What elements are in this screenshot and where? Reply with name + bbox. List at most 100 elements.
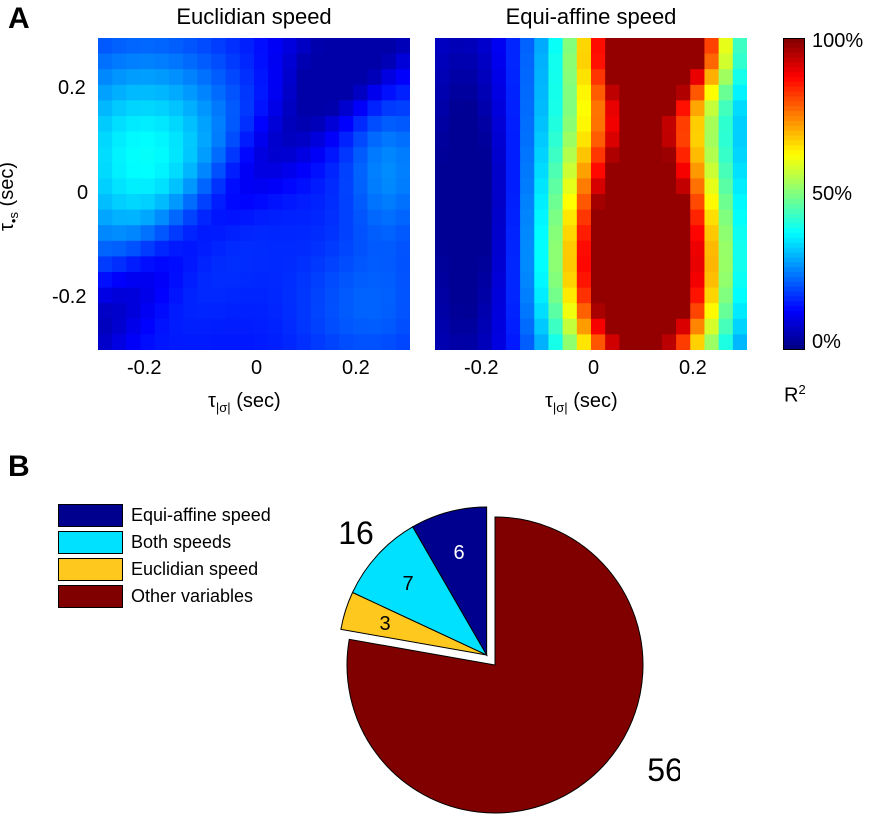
colorbar-segment xyxy=(783,159,805,166)
heatmap-cell xyxy=(254,334,269,350)
colorbar-segment xyxy=(783,262,805,268)
heatmap-cell xyxy=(704,131,720,148)
heatmap-cell xyxy=(367,272,383,289)
heatmap-cell xyxy=(690,287,706,304)
heatmap-cell xyxy=(633,209,649,226)
heatmap-cell xyxy=(605,69,620,86)
heatmap-cell xyxy=(690,147,706,164)
heatmap-cell xyxy=(98,303,113,320)
heatmap-cell xyxy=(211,287,227,304)
panel-letter-b: B xyxy=(8,450,30,483)
heatmap-cell xyxy=(548,38,564,55)
x-tick-right-neg0.2: -0.2 xyxy=(464,357,499,379)
heatmap-cell xyxy=(633,225,649,242)
heatmap-cell xyxy=(633,38,649,55)
heatmap-cell xyxy=(591,272,606,289)
heatmap-cell xyxy=(463,194,479,211)
heatmap-cell xyxy=(676,272,691,289)
heatmap-cell xyxy=(633,334,649,350)
heatmap-cell xyxy=(154,84,170,101)
heatmap-cell xyxy=(647,194,663,211)
heatmap-cell xyxy=(676,116,691,133)
heatmap-cell xyxy=(534,53,550,70)
heatmap-cell xyxy=(254,194,269,211)
heatmap-cell xyxy=(690,116,706,133)
heatmap-cell xyxy=(591,194,606,211)
heatmap-cell xyxy=(463,334,479,350)
heatmap-cell xyxy=(395,116,410,133)
heatmap-cell xyxy=(239,209,255,226)
heatmap-cell xyxy=(591,38,606,55)
heatmap-cell xyxy=(126,225,142,242)
heatmap-cell xyxy=(310,256,326,273)
heatmap-cell xyxy=(676,69,691,86)
heatmap-cell xyxy=(211,84,227,101)
heatmap-cell xyxy=(534,194,550,211)
heatmap-cell xyxy=(112,69,127,86)
heatmap-cell xyxy=(477,131,493,148)
heatmap-cell xyxy=(661,194,677,211)
heatmap-cell xyxy=(183,287,198,304)
heatmap-cell xyxy=(548,131,564,148)
heatmap-cell xyxy=(435,131,450,148)
heatmap-cell xyxy=(268,209,283,226)
heatmap-cell xyxy=(435,256,450,273)
heatmap-cell xyxy=(548,240,564,257)
heatmap-cell xyxy=(395,334,410,350)
colorbar-segment xyxy=(783,120,805,127)
heatmap-cell xyxy=(268,53,283,70)
heatmap-cell xyxy=(282,303,298,320)
heatmap-cell xyxy=(168,318,184,335)
heatmap-cell xyxy=(140,194,156,211)
heatmap-cell xyxy=(112,84,127,101)
colorbar-segment xyxy=(783,111,805,117)
heatmap-cell xyxy=(435,162,450,179)
heatmap-cell xyxy=(168,116,184,133)
heatmap-cell xyxy=(239,147,255,164)
heatmap-cell xyxy=(520,100,535,117)
heatmap-cell xyxy=(254,318,269,335)
heatmap-cell xyxy=(353,318,369,335)
heatmap-cell xyxy=(605,84,620,101)
heatmap-cell xyxy=(477,287,493,304)
heatmap-cell xyxy=(591,209,606,226)
heatmap-cell xyxy=(395,131,410,148)
heatmap-cell xyxy=(435,303,450,320)
heatmap-cell xyxy=(520,116,535,133)
heatmap-cell xyxy=(463,100,479,117)
heatmap-cell xyxy=(576,194,592,211)
heatmap-cell xyxy=(704,147,720,164)
pie-slice xyxy=(351,526,488,657)
heatmap-cell xyxy=(661,38,677,55)
heatmap-cell xyxy=(225,116,241,133)
heatmap-cell xyxy=(647,147,663,164)
heatmap-cell xyxy=(562,69,578,86)
heatmap-cell xyxy=(661,287,677,304)
heatmap-cell xyxy=(183,38,198,55)
heatmap-cell xyxy=(296,303,312,320)
heatmap-cell xyxy=(112,256,127,273)
heatmap-cell xyxy=(324,162,340,179)
heatmap-cell xyxy=(239,287,255,304)
y-tick-0.2: 0.2 xyxy=(58,77,86,99)
heatmap-cell xyxy=(491,69,507,86)
heatmap-cell xyxy=(690,100,706,117)
colorbar-segment xyxy=(783,252,805,258)
heatmap-cell xyxy=(310,100,326,117)
heatmap-cell xyxy=(718,147,734,164)
heatmap-cell xyxy=(310,272,326,289)
heatmap-cell xyxy=(505,287,521,304)
heatmap-cell xyxy=(310,38,326,55)
heatmap-cell xyxy=(548,318,564,335)
heatmap-cell xyxy=(367,209,383,226)
heatmap-cell xyxy=(534,116,550,133)
colorbar-segment xyxy=(783,184,805,190)
heatmap-cell xyxy=(168,225,184,242)
heatmap-cell xyxy=(225,53,241,70)
heatmap-cell xyxy=(704,209,720,226)
heatmap-cell xyxy=(339,69,354,86)
heatmap-cell xyxy=(126,272,142,289)
colorbar-segment xyxy=(783,125,805,132)
colorbar-segment xyxy=(783,86,805,93)
heatmap-cell xyxy=(183,272,198,289)
